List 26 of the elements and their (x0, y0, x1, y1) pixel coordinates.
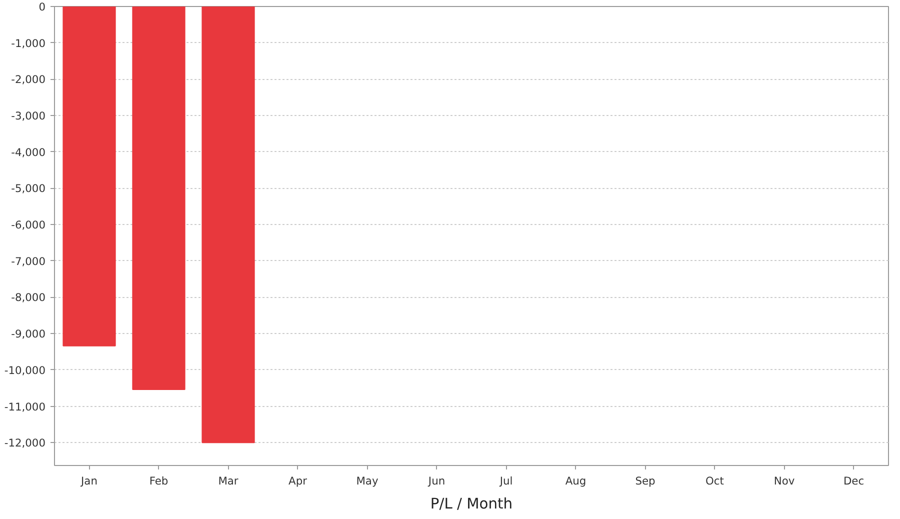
y-tick-label: -5,000 (11, 182, 46, 196)
y-tick-label: -10,000 (4, 364, 46, 377)
y-tick-label: -3,000 (11, 110, 46, 123)
y-tick-label: -4,000 (11, 146, 46, 159)
y-tick-label: -2,000 (11, 73, 46, 86)
x-tick-label: May (356, 474, 378, 488)
y-tick-label: 0 (38, 0, 46, 14)
x-tick-label: Jan (80, 474, 98, 488)
y-tick-label: -7,000 (11, 254, 46, 268)
y-tick-label: -1,000 (11, 36, 46, 50)
x-tick-label: Jun (427, 474, 446, 488)
x-tick-label: Apr (288, 474, 308, 488)
y-tick-label: -11,000 (4, 400, 46, 414)
x-tick-label: Sep (635, 474, 656, 488)
y-tick-label: -9,000 (11, 328, 46, 341)
x-tick-label: Nov (774, 474, 795, 488)
y-tick-label: -6,000 (11, 218, 46, 232)
x-tick-label: Aug (565, 474, 586, 488)
x-axis-title: P/L / Month (430, 496, 513, 512)
y-tick-label: -8,000 (11, 291, 46, 304)
y-tick-label: -12,000 (4, 436, 46, 450)
x-tick-label: Dec (843, 474, 864, 488)
x-tick-label: Jul (498, 474, 513, 488)
x-tick-label: Oct (706, 474, 724, 488)
x-tick-label: Feb (149, 474, 168, 488)
x-tick-label: Mar (218, 474, 239, 488)
